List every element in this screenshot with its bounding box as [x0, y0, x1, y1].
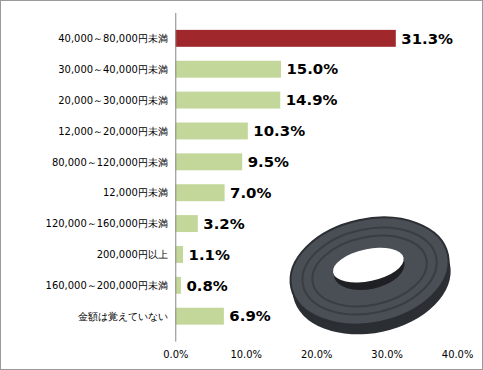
svg-text:31.3%: 31.3% — [401, 30, 453, 48]
svg-text:20,000～30,000円未満: 20,000～30,000円未満 — [58, 95, 168, 106]
svg-text:20.0%: 20.0% — [301, 349, 333, 360]
svg-text:200,000円以上: 200,000円以上 — [97, 249, 168, 260]
svg-text:0.8%: 0.8% — [186, 277, 227, 295]
svg-text:金額は覚えていない: 金額は覚えていない — [78, 311, 168, 322]
svg-text:6.9%: 6.9% — [229, 307, 270, 325]
svg-text:15.0%: 15.0% — [286, 60, 338, 78]
svg-text:160,000～200,000円未満: 160,000～200,000円未満 — [46, 280, 168, 291]
svg-text:40,000～80,000円未満: 40,000～80,000円未満 — [58, 33, 168, 44]
svg-text:14.9%: 14.9% — [286, 91, 338, 109]
svg-text:10.0%: 10.0% — [230, 349, 262, 360]
svg-text:9.5%: 9.5% — [248, 153, 289, 171]
svg-text:40.0%: 40.0% — [442, 349, 474, 360]
svg-text:1.1%: 1.1% — [189, 246, 230, 264]
svg-text:120,000～160,000円未満: 120,000～160,000円未満 — [46, 218, 168, 229]
svg-text:10.3%: 10.3% — [253, 122, 305, 140]
svg-text:3.2%: 3.2% — [203, 215, 244, 233]
svg-text:30.0%: 30.0% — [371, 349, 403, 360]
svg-text:7.0%: 7.0% — [230, 184, 271, 202]
svg-text:12,000円未満: 12,000円未満 — [103, 187, 168, 198]
svg-text:80,000～120,000円未満: 80,000～120,000円未満 — [52, 157, 168, 168]
svg-text:30,000～40,000円未満: 30,000～40,000円未満 — [58, 64, 168, 75]
svg-text:0.0%: 0.0% — [163, 349, 188, 360]
svg-text:12,000～20,000円未満: 12,000～20,000円未満 — [58, 126, 168, 137]
